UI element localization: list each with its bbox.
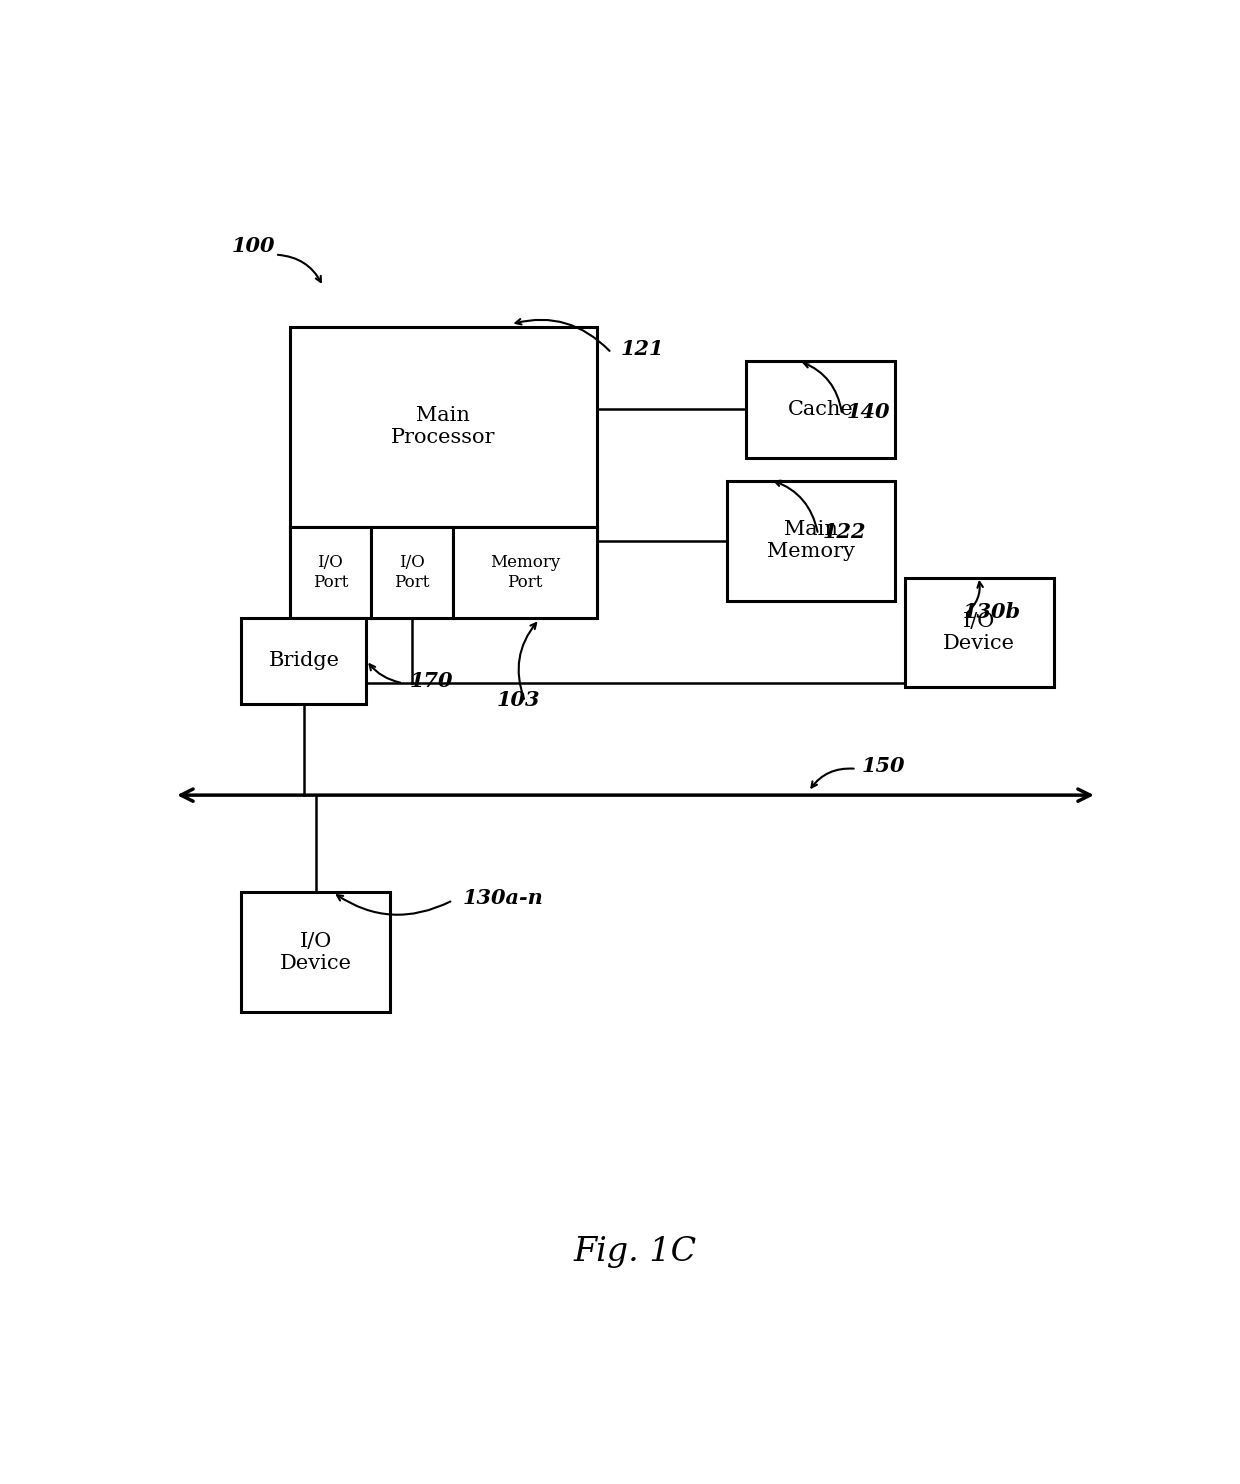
Bar	[727, 481, 895, 601]
Text: 140: 140	[847, 402, 890, 421]
Bar	[290, 326, 596, 617]
Text: Fig. 1C: Fig. 1C	[574, 1236, 697, 1269]
Text: I/O
Device: I/O Device	[944, 611, 1016, 653]
Text: 103: 103	[496, 690, 539, 709]
Text: 150: 150	[862, 757, 905, 776]
Text: I/O
Port: I/O Port	[394, 554, 430, 591]
Bar	[242, 617, 367, 703]
Text: 100: 100	[232, 236, 275, 257]
Text: 170: 170	[409, 671, 453, 690]
Bar	[746, 361, 895, 459]
Text: 122: 122	[823, 522, 867, 542]
Text: Memory
Port: Memory Port	[490, 554, 560, 591]
Text: I/O
Port: I/O Port	[312, 554, 348, 591]
Text: 121: 121	[621, 340, 665, 359]
Bar	[371, 527, 453, 617]
Text: 130a-n: 130a-n	[463, 887, 543, 908]
Bar	[242, 892, 391, 1012]
Bar	[453, 527, 596, 617]
Text: Cache: Cache	[787, 401, 853, 418]
Bar	[905, 577, 1054, 687]
Text: Bridge: Bridge	[268, 651, 340, 671]
Text: 130b: 130b	[962, 603, 1021, 622]
Bar	[290, 527, 371, 617]
Text: I/O
Device: I/O Device	[280, 932, 352, 972]
Text: Main
Processor: Main Processor	[391, 407, 496, 447]
Text: Main
Memory: Main Memory	[766, 521, 854, 561]
